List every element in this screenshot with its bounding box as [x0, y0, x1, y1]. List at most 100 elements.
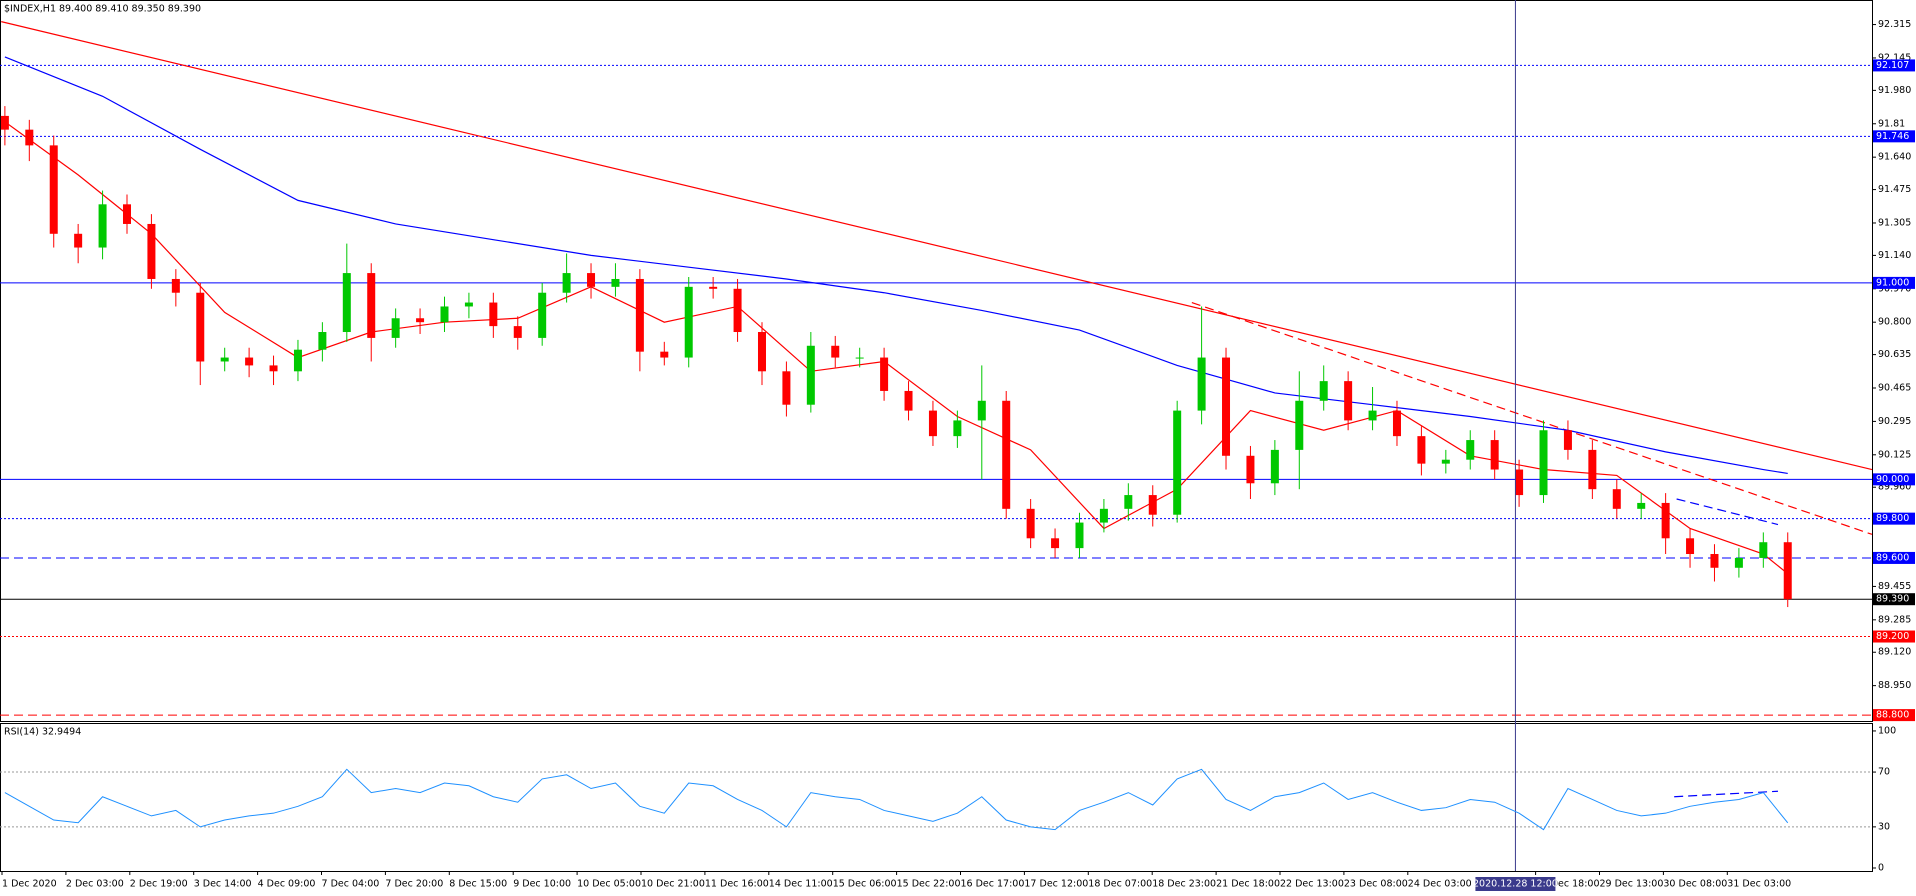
candle-body	[1124, 495, 1133, 509]
trendline	[1676, 498, 1779, 526]
crosshair-label-box	[1475, 877, 1556, 891]
candle-body	[1148, 495, 1157, 515]
x-tick-label: 17 Dec 12:00	[1024, 879, 1088, 890]
x-tick-label: 22 Dec 13:00	[1280, 879, 1344, 890]
candle-body	[1734, 557, 1743, 568]
candle-body	[953, 420, 962, 437]
candle-body	[1661, 502, 1670, 539]
candle-body	[1563, 430, 1572, 450]
candle-body	[831, 345, 840, 358]
x-tick-label: 21 Dec 18:00	[1216, 879, 1280, 890]
candle-body	[196, 292, 205, 362]
x-tick-label: 7 Dec 04:00	[322, 879, 380, 890]
x-tick-label: 3 Dec 14:00	[194, 879, 252, 890]
candle-body	[1368, 410, 1377, 421]
y-tick-label: 91.140	[1878, 250, 1911, 261]
trendline	[1191, 301, 1873, 535]
level-label-box	[1873, 630, 1915, 643]
x-tick-label: 29 Dec 13:00	[1600, 879, 1664, 890]
candle-body	[611, 278, 620, 287]
candle-body	[1344, 381, 1353, 421]
level-label: 90.000	[1876, 474, 1909, 485]
x-tick-label: 4 Dec 09:00	[258, 879, 316, 890]
candle-body	[1612, 489, 1621, 509]
candle-body	[1173, 410, 1182, 515]
y-tick-label: 70	[1878, 767, 1890, 778]
candle-body	[1002, 400, 1011, 509]
candle-body	[440, 306, 449, 323]
candle-body	[416, 318, 425, 323]
candle-body	[1759, 542, 1768, 558]
y-tick-label: 90.465	[1878, 383, 1911, 394]
candle-body	[562, 273, 571, 293]
x-tick-label: 15 Dec 06:00	[833, 879, 897, 890]
y-tick-label: 91.305	[1878, 217, 1911, 228]
candle-body	[122, 204, 131, 224]
y-tick-label: 91.980	[1878, 85, 1911, 96]
candle-body	[1319, 381, 1328, 401]
x-tick-label: 31 Dec 03:00	[1727, 879, 1791, 890]
x-tick-label: 1 Dec 2020	[2, 879, 57, 890]
x-tick-label: 9 Dec 10:00	[513, 879, 571, 890]
candle-body	[1515, 469, 1524, 496]
x-tick-label: 18 Dec 07:00	[1088, 879, 1152, 890]
candle-body	[1075, 522, 1084, 549]
candle-body	[1392, 410, 1401, 437]
y-tick-label: 89.960	[1878, 482, 1911, 493]
candle-body	[293, 349, 302, 372]
y-tick-label: 89.455	[1878, 581, 1911, 592]
candle-body	[1295, 400, 1304, 450]
x-tick-label: 23 Dec 08:00	[1344, 879, 1408, 890]
x-tick-label: 30 Dec 08:00	[1663, 879, 1727, 890]
candle-body	[1222, 357, 1231, 456]
candle-body	[1588, 449, 1597, 490]
x-tick-label: 2 Dec 03:00	[66, 879, 124, 890]
y-tick-label: 89.285	[1878, 614, 1911, 625]
candle-body	[464, 302, 473, 307]
x-tick-label: 10 Dec 21:00	[641, 879, 705, 890]
candle-body	[757, 332, 766, 372]
trendline	[1, 21, 1873, 471]
candle-body	[1026, 508, 1035, 539]
candle-body	[733, 288, 742, 333]
candle-body	[1246, 455, 1255, 484]
level-label: 91.000	[1876, 277, 1909, 288]
candle-body	[367, 273, 376, 338]
candle-body	[1686, 538, 1695, 555]
candle-body	[709, 286, 718, 289]
level-label-box	[1873, 593, 1915, 606]
candle-body	[1539, 430, 1548, 496]
candle-body	[1197, 357, 1206, 411]
candle-body	[98, 204, 107, 248]
y-tick-label: 91.475	[1878, 184, 1911, 195]
level-label-box	[1873, 512, 1915, 525]
level-label-box	[1873, 709, 1915, 722]
candle-body	[635, 278, 644, 352]
x-tick-label: 14 Dec 11:00	[769, 879, 833, 890]
candle-body	[855, 357, 864, 359]
candle-body	[342, 273, 351, 333]
candle-body	[489, 302, 498, 327]
candle-body	[220, 357, 229, 362]
candle-body	[1466, 440, 1475, 460]
candle-body	[904, 390, 913, 411]
x-tick-label: 8 Dec 15:00	[449, 879, 507, 890]
x-tick-label: 15 Dec 22:00	[897, 879, 961, 890]
candle-body	[782, 371, 791, 405]
level-label: 89.800	[1876, 513, 1909, 524]
rsi-panel-frame	[0, 723, 1873, 872]
candle-body	[1637, 502, 1646, 509]
rsi-line	[4, 768, 1789, 831]
y-tick-label: 92.145	[1878, 52, 1911, 63]
level-label-box	[1873, 59, 1915, 72]
y-tick-label: 90.800	[1878, 317, 1911, 328]
level-label-box	[1873, 276, 1915, 289]
candle-body	[1490, 440, 1499, 470]
level-label: 92.107	[1876, 60, 1909, 71]
y-tick-label: 92.315	[1878, 19, 1911, 30]
candle-body	[684, 286, 693, 358]
y-tick-label: 30	[1878, 821, 1890, 832]
candle-body	[660, 351, 669, 358]
y-tick-label: 88.950	[1878, 680, 1911, 691]
